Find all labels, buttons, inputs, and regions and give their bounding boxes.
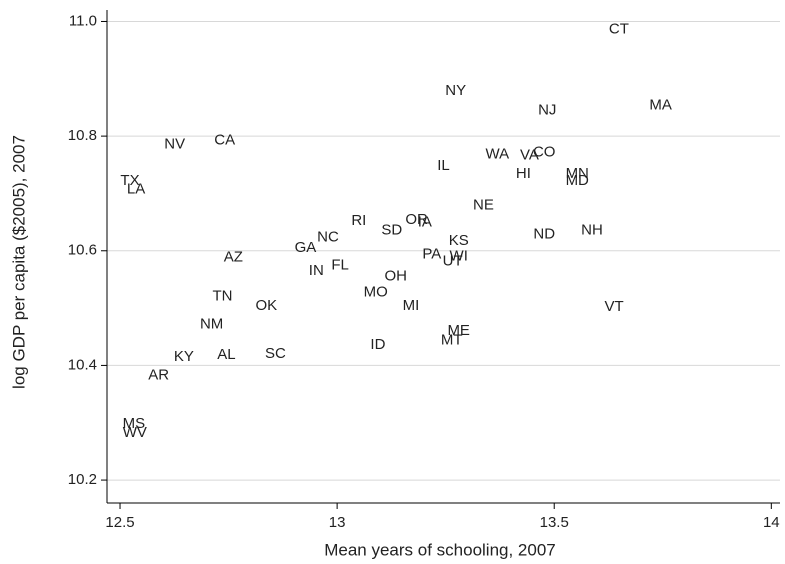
point-label: CT bbox=[609, 20, 629, 37]
point-label: HI bbox=[516, 165, 531, 182]
y-tick-label: 10.4 bbox=[68, 356, 97, 373]
point-label: MO bbox=[364, 284, 388, 301]
y-tick-label: 10.2 bbox=[68, 471, 97, 488]
point-label: NE bbox=[473, 196, 494, 213]
point-label: OK bbox=[256, 297, 278, 314]
x-tick-label: 14 bbox=[763, 514, 780, 531]
point-label: NY bbox=[445, 82, 466, 99]
x-tick-label: 13 bbox=[329, 514, 346, 531]
point-label: VA bbox=[520, 147, 539, 164]
point-label: AR bbox=[148, 367, 169, 384]
point-label: ND bbox=[533, 226, 555, 243]
point-label: IN bbox=[309, 262, 324, 279]
point-label: LA bbox=[127, 180, 145, 197]
point-label: AZ bbox=[224, 249, 243, 266]
point-label: SC bbox=[265, 345, 286, 362]
point-label: MA bbox=[649, 97, 672, 114]
x-tick-label: 12.5 bbox=[105, 514, 134, 531]
point-label: MT bbox=[441, 332, 463, 349]
point-label: GA bbox=[295, 239, 317, 256]
y-tick-label: 11.0 bbox=[69, 12, 97, 29]
point-label: WA bbox=[486, 145, 510, 162]
point-label: TX bbox=[120, 172, 139, 189]
point-label: NJ bbox=[538, 101, 556, 118]
point-label: NV bbox=[164, 136, 185, 153]
point-label: NC bbox=[317, 229, 339, 246]
point-label: IA bbox=[418, 214, 432, 231]
point-label: PA bbox=[422, 246, 441, 263]
point-label: ME bbox=[447, 322, 470, 339]
point-label: MI bbox=[403, 297, 420, 314]
point-label: OR bbox=[405, 211, 428, 228]
point-label: CO bbox=[533, 144, 556, 161]
y-tick-label: 10.8 bbox=[68, 127, 97, 144]
x-axis-label: Mean years of schooling, 2007 bbox=[324, 540, 556, 559]
point-label: SD bbox=[381, 222, 402, 239]
point-label: UT bbox=[443, 253, 463, 270]
point-label: RI bbox=[351, 212, 366, 229]
point-label: CA bbox=[214, 132, 235, 149]
point-label: WV bbox=[123, 424, 147, 441]
point-label: MD bbox=[566, 172, 589, 189]
point-label: AL bbox=[217, 346, 235, 363]
y-axis-label: log GDP per capita ($2005), 2007 bbox=[9, 135, 28, 389]
point-label: MS bbox=[123, 415, 146, 432]
point-label: WI bbox=[450, 247, 468, 264]
point-label: FL bbox=[331, 257, 349, 274]
point-label: KY bbox=[174, 348, 194, 365]
point-label: NH bbox=[581, 222, 603, 239]
point-label: KS bbox=[449, 232, 469, 249]
y-tick-label: 10.6 bbox=[68, 242, 97, 259]
point-label: MN bbox=[566, 165, 589, 182]
point-label: IL bbox=[437, 157, 450, 174]
x-tick-label: 13.5 bbox=[540, 514, 569, 531]
point-label: NM bbox=[200, 316, 223, 333]
point-label: ID bbox=[370, 336, 385, 353]
point-label: VT bbox=[605, 298, 624, 315]
point-label: TN bbox=[212, 288, 232, 305]
point-label: OH bbox=[384, 268, 407, 285]
